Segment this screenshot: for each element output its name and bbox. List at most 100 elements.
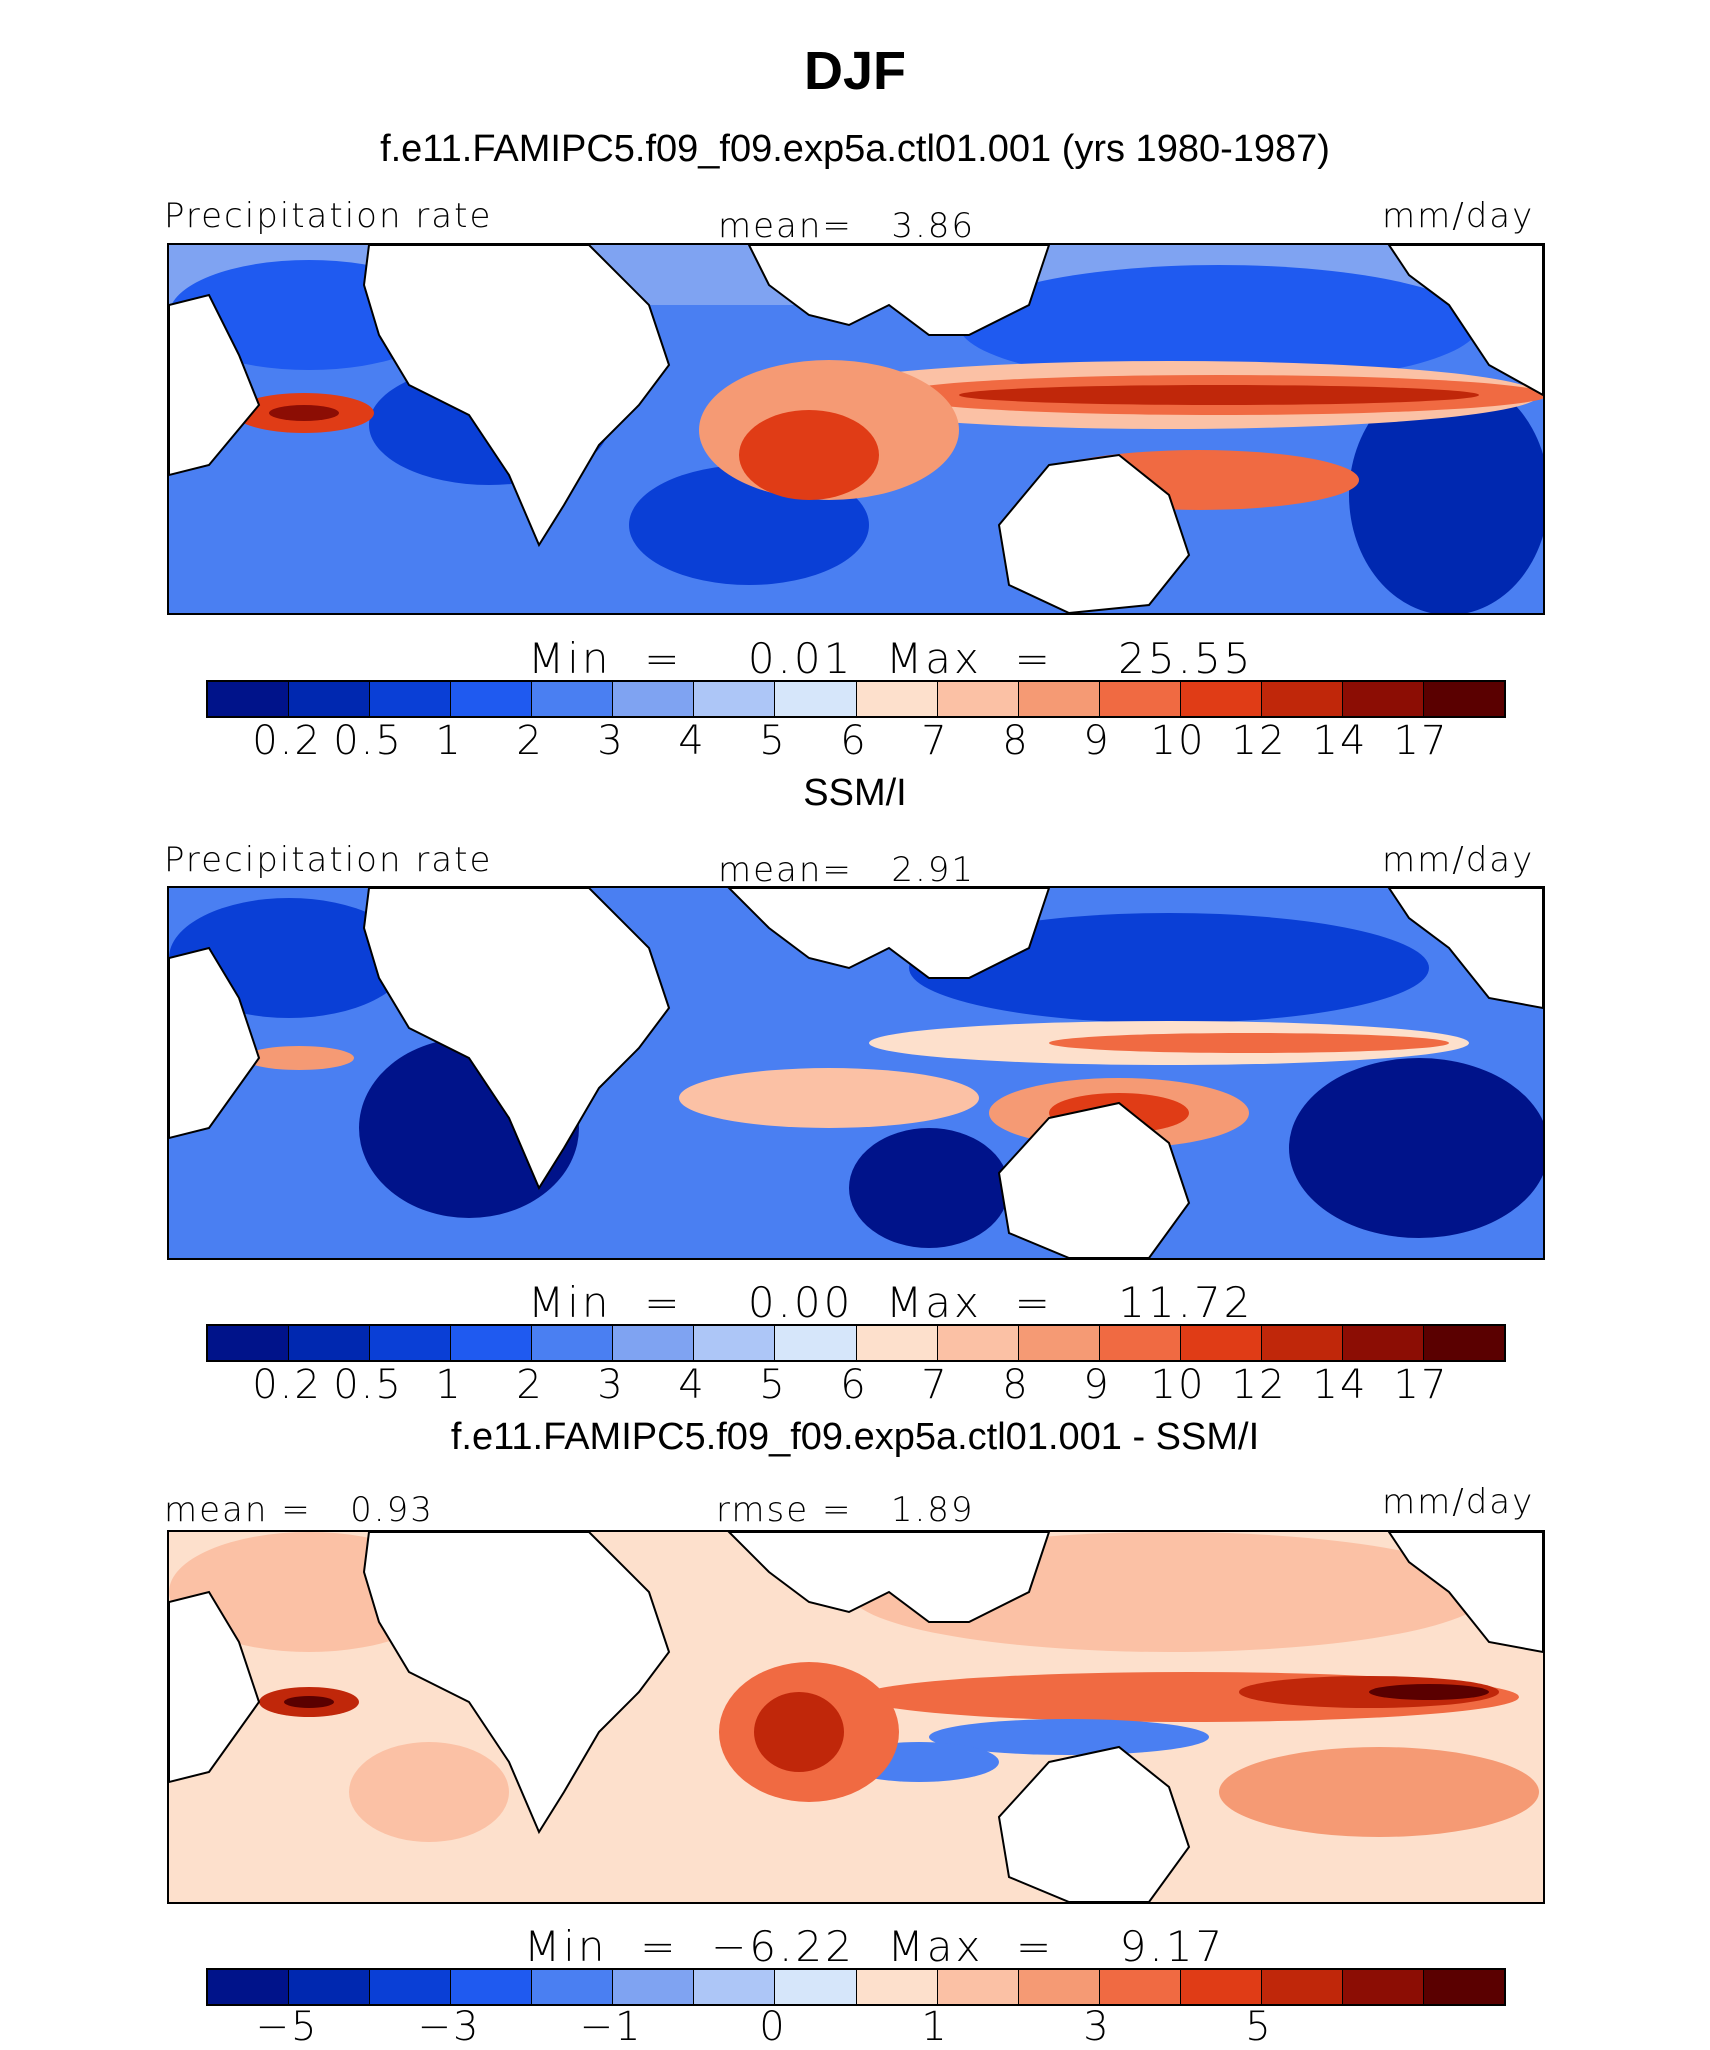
colorbar-swatch xyxy=(613,1326,695,1360)
panel-2-variable-label: Precipitation rate xyxy=(164,840,493,880)
colorbar-tick-label: 4 xyxy=(678,1362,706,1408)
panel-3-subtitle: f.e11.FAMIPC5.f09_f09.exp5a.ctl01.001 - … xyxy=(450,1416,1260,1458)
colorbar-swatch xyxy=(613,1970,695,2004)
colorbar-tick-label: 3 xyxy=(1083,2004,1111,2050)
panel-3-field-indian-core xyxy=(754,1692,844,1772)
panel-1-field-indian-core xyxy=(739,410,879,500)
colorbar-swatch xyxy=(1180,1326,1262,1360)
panel-1-field-npacific xyxy=(959,265,1479,385)
panel-2-field-indian xyxy=(679,1068,979,1128)
colorbar-swatch xyxy=(1099,682,1181,716)
panel-1-field-atlantic-core xyxy=(269,405,339,421)
colorbar-swatch xyxy=(208,1326,290,1360)
colorbar-tick-label: 1 xyxy=(921,2004,949,2050)
colorbar-swatch xyxy=(370,682,452,716)
colorbar-tick-label: 3 xyxy=(597,718,625,764)
panel-2-field-npacific xyxy=(909,913,1429,1023)
panel-1-field-sepacific xyxy=(1349,375,1543,613)
panel-2-colorbar xyxy=(206,1324,1506,1362)
panel-2-map-svg xyxy=(169,888,1543,1258)
panel-1-map xyxy=(167,243,1545,615)
panel-1-mean-label: mean= 3.86 xyxy=(718,206,976,246)
colorbar-swatch xyxy=(532,1970,614,2004)
colorbar-tick-label: −3 xyxy=(417,2004,481,2050)
colorbar-swatch xyxy=(451,682,533,716)
panel-1-subtitle: f.e11.FAMIPC5.f09_f09.exp5a.ctl01.001 (y… xyxy=(380,128,1330,170)
colorbar-swatch xyxy=(1261,1326,1343,1360)
panel-3-rmse-label: rmse = 1.89 xyxy=(716,1490,975,1530)
colorbar-swatch xyxy=(1099,1326,1181,1360)
panel-1-map-svg xyxy=(169,245,1543,613)
colorbar-swatch xyxy=(451,1326,533,1360)
colorbar-swatch xyxy=(208,682,290,716)
colorbar-tick-label: −1 xyxy=(579,2004,643,2050)
panel-3-north-america xyxy=(1387,1532,1543,1654)
colorbar-swatch xyxy=(937,1970,1019,2004)
panel-3-mean-label: mean = 0.93 xyxy=(164,1490,434,1530)
panel-1-variable-label: Precipitation rate xyxy=(164,196,493,236)
colorbar-swatch xyxy=(208,1970,290,2004)
colorbar-swatch xyxy=(856,1326,938,1360)
colorbar-tick-label: 10 xyxy=(1150,1362,1206,1408)
colorbar-tick-label: 6 xyxy=(840,1362,868,1408)
panel-1-south-america xyxy=(169,293,261,477)
panel-2-subtitle: SSM/I xyxy=(803,772,907,814)
panel-2-min-max: Min = 0.00 Max = 11.72 xyxy=(528,1278,1254,1327)
panel-1-australia xyxy=(997,453,1191,613)
colorbar-swatch xyxy=(1018,1970,1100,2004)
colorbar-tick-label: 8 xyxy=(1002,1362,1030,1408)
colorbar-swatch xyxy=(694,682,776,716)
colorbar-swatch xyxy=(532,682,614,716)
colorbar-swatch xyxy=(694,1970,776,2004)
colorbar-swatch xyxy=(775,1326,857,1360)
colorbar-tick-label: 0 xyxy=(759,2004,787,2050)
colorbar-swatch xyxy=(613,682,695,716)
panel-3-colorbar-ticks: −5 −3 −1 0 1 3 5 xyxy=(206,2004,1506,2050)
panel-3-map-svg xyxy=(169,1532,1543,1902)
figure-title: DJF xyxy=(803,41,906,101)
colorbar-tick-label: 0.2 xyxy=(252,1362,322,1408)
panel-2-australia xyxy=(997,1101,1191,1258)
colorbar-swatch xyxy=(937,682,1019,716)
colorbar-tick-label: 1 xyxy=(435,1362,463,1408)
colorbar-swatch xyxy=(1423,1970,1504,2004)
panel-3-asia xyxy=(727,1532,1051,1623)
panel-2-field-sindian xyxy=(849,1128,1009,1248)
panel-2-field-atlantic-itcz xyxy=(244,1046,354,1070)
panel-2-north-america xyxy=(1387,888,1543,1010)
panel-3-south-america xyxy=(169,1590,261,1784)
colorbar-swatch xyxy=(1018,682,1100,716)
panel-2-mean-label: mean= 2.91 xyxy=(718,850,976,890)
panel-3-australia xyxy=(997,1745,1191,1902)
colorbar-tick-label: 12 xyxy=(1231,1362,1287,1408)
colorbar-swatch xyxy=(856,682,938,716)
panel-2-units-label: mm/day xyxy=(1382,840,1535,880)
colorbar-tick-label: 9 xyxy=(1083,1362,1111,1408)
colorbar-swatch xyxy=(289,1970,371,2004)
colorbar-tick-label: 4 xyxy=(678,718,706,764)
panel-3-africa xyxy=(362,1532,671,1835)
colorbar-swatch xyxy=(1180,682,1262,716)
colorbar-tick-label: 9 xyxy=(1083,718,1111,764)
colorbar-tick-label: 10 xyxy=(1150,718,1206,764)
panel-3-field-satlantic xyxy=(349,1742,509,1842)
colorbar-swatch xyxy=(1423,1326,1504,1360)
colorbar-swatch xyxy=(1018,1326,1100,1360)
colorbar-tick-label: 14 xyxy=(1312,1362,1368,1408)
colorbar-swatch xyxy=(856,1970,938,2004)
panel-3-field-sepacific xyxy=(1219,1747,1539,1837)
panel-2-south-america xyxy=(169,946,261,1140)
colorbar-swatch xyxy=(1342,682,1424,716)
colorbar-tick-label: 6 xyxy=(840,718,868,764)
colorbar-swatch xyxy=(370,1970,452,2004)
panel-1-africa xyxy=(362,245,671,548)
colorbar-swatch xyxy=(775,682,857,716)
colorbar-tick-label: 5 xyxy=(1245,2004,1273,2050)
panel-3-units-label: mm/day xyxy=(1382,1482,1535,1522)
colorbar-swatch xyxy=(1261,682,1343,716)
panel-1-asia xyxy=(747,245,1051,336)
colorbar-swatch xyxy=(775,1970,857,2004)
colorbar-tick-label: 2 xyxy=(516,718,544,764)
panel-3-map xyxy=(167,1530,1545,1904)
panel-2-africa xyxy=(362,888,671,1191)
